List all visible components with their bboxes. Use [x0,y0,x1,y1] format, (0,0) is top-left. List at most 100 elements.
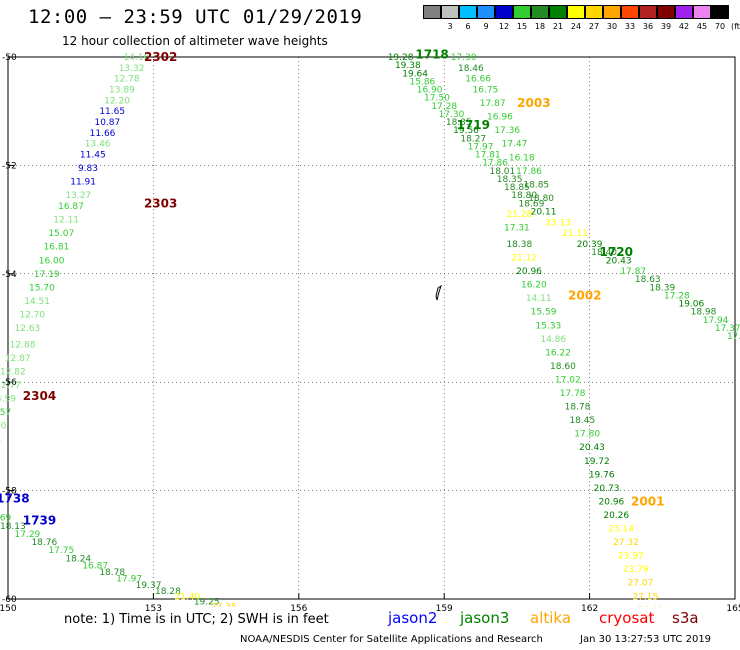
wave-height-value: 12.82 [0,367,26,377]
scale-swatch [513,5,531,19]
wave-height-value: 18.46 [458,64,484,74]
wave-height-value: 18.35 [446,118,472,128]
wave-height-value: 19.76 [589,470,615,480]
satellite-label-s3a: s3a [672,609,699,627]
wave-height-value: 14.11 [526,294,552,304]
wave-height-value: 17.87 [620,267,646,277]
wave-height-value: 20.43 [606,256,632,266]
satellite-label-cryosat: cryosat [599,609,655,627]
wave-height-value: 18.28 [155,587,181,597]
pass-time-label: 2303 [144,196,177,210]
wave-height-value: 14.16 [124,53,150,63]
wave-height-value: 15.57 [0,408,11,418]
wave-height-value: 21.28 [506,210,532,220]
wave-height-value: 19.56 [453,126,479,136]
wave-height-value: 11.66 [90,129,116,139]
wave-height-value: 12.87 [5,354,31,364]
wave-height-value: 20.11 [531,207,557,217]
wave-height-value: 17.78 [560,389,586,399]
scale-swatch [549,5,567,19]
pass-time-label: 2002 [568,288,601,302]
scale-swatch [621,5,639,19]
wave-height-value: 18.35 [497,175,523,185]
satellite-label-jason3: jason3 [460,609,510,627]
wave-height-value: 21.12 [511,254,537,264]
scale-swatch [639,5,657,19]
lat-tick-label: -60 [2,595,17,605]
wave-height-value: 16.75 [473,86,499,96]
lat-tick-label: -58 [2,487,17,497]
note-text: note: 1) Time is in UTC; 2) SWH is in fe… [64,612,329,627]
wave-height-value: 13.32 [119,64,145,74]
wave-height-value: 17.28 [664,291,690,301]
scale-label: 39 [660,22,672,31]
wave-height-value: 13.27 [65,191,91,201]
wave-height-value: 16.90 [417,86,443,96]
scale-label: 9 [483,22,489,31]
wave-height-value: 18.63 [635,275,661,285]
wave-height-value: 16.22 [545,348,571,358]
wave-height-value: 17.86 [516,167,542,177]
wave-height-value: 18.76 [31,538,57,548]
wave-height-value: 20.96 [599,497,625,507]
wave-height-value: 19.06 [678,300,704,310]
wave-height-value: 16.87 [82,561,108,571]
wave-height-value: 13.50 [0,422,7,432]
wave-height-value: 17.19 [34,270,60,280]
wave-height-value: 12.11 [53,216,79,226]
wave-height-value: 17.36 [494,126,520,136]
wave-height-value: 15.86 [410,77,436,87]
scale-swatch [585,5,603,19]
scale-swatch [441,5,459,19]
wave-height-value: 18.78 [565,403,591,413]
scale-label: 27 [588,22,600,31]
pass-time-label: 2302 [144,50,177,64]
footer-timestamp: Jan 30 13:27:53 UTC 2019 [580,634,712,645]
wave-height-value: 17.97 [468,142,494,152]
wave-height-value: 17.81 [475,151,501,161]
lat-tick-label: -50 [2,53,17,63]
scale-swatch [711,5,729,19]
wave-height-value: 12.78 [114,75,140,85]
wave-height-value: 14.31 [0,435,1,445]
wave-height-value: 17.75 [48,546,74,556]
wave-height-value: 18.69 [519,199,545,209]
wave-height-value: 16.87 [58,202,84,212]
wave-height-value: 18.78 [99,568,125,578]
lon-tick-label: 159 [436,604,453,614]
wave-height-value: 16.20 [521,281,547,291]
wave-height-value: 17.30 [439,110,465,120]
scale-label: 45 [696,22,708,31]
scale-label: 30 [606,22,618,31]
footer-source: NOAA/NESDIS Center for Satellite Applica… [240,634,543,645]
wave-height-value: 12.20 [104,96,130,106]
wave-height-value: 23.97 [618,552,644,562]
scale-label: 70 [714,22,726,31]
wave-height-value: 19.25 [194,598,220,608]
wave-height-value: 18.80 [528,194,554,204]
wave-height-value: 10.87 [94,118,120,128]
wave-height-value: 17.37 [715,324,740,334]
wave-height-value: 20.96 [516,267,542,277]
scale-swatch [675,5,693,19]
scale-label: 36 [642,22,654,31]
wave-height-value: 12.88 [10,340,36,350]
wave-height-value: 27.15 [632,592,658,602]
wave-height-value: 14.99 [0,394,16,404]
wave-height-value: 20.43 [579,443,605,453]
scale-label: 42 [678,22,690,31]
wave-height-value: 17.80 [574,430,600,440]
wave-height-value: 18.38 [506,240,532,250]
wave-height-value: 16.18 [509,153,535,163]
wave-height-value: 27.35 [211,603,237,613]
wave-height-value: 19.28 [388,53,414,63]
pass-time-label: 2304 [23,389,56,403]
wave-height-value: 15.07 [48,229,74,239]
map-frame [7,56,736,600]
island-outline [435,284,442,301]
wave-height-value: 20.73 [594,484,620,494]
pass-time-label: 1739 [23,513,56,527]
wave-height-value: 17.29 [15,530,41,540]
wave-height-value: 18.60 [550,362,576,372]
